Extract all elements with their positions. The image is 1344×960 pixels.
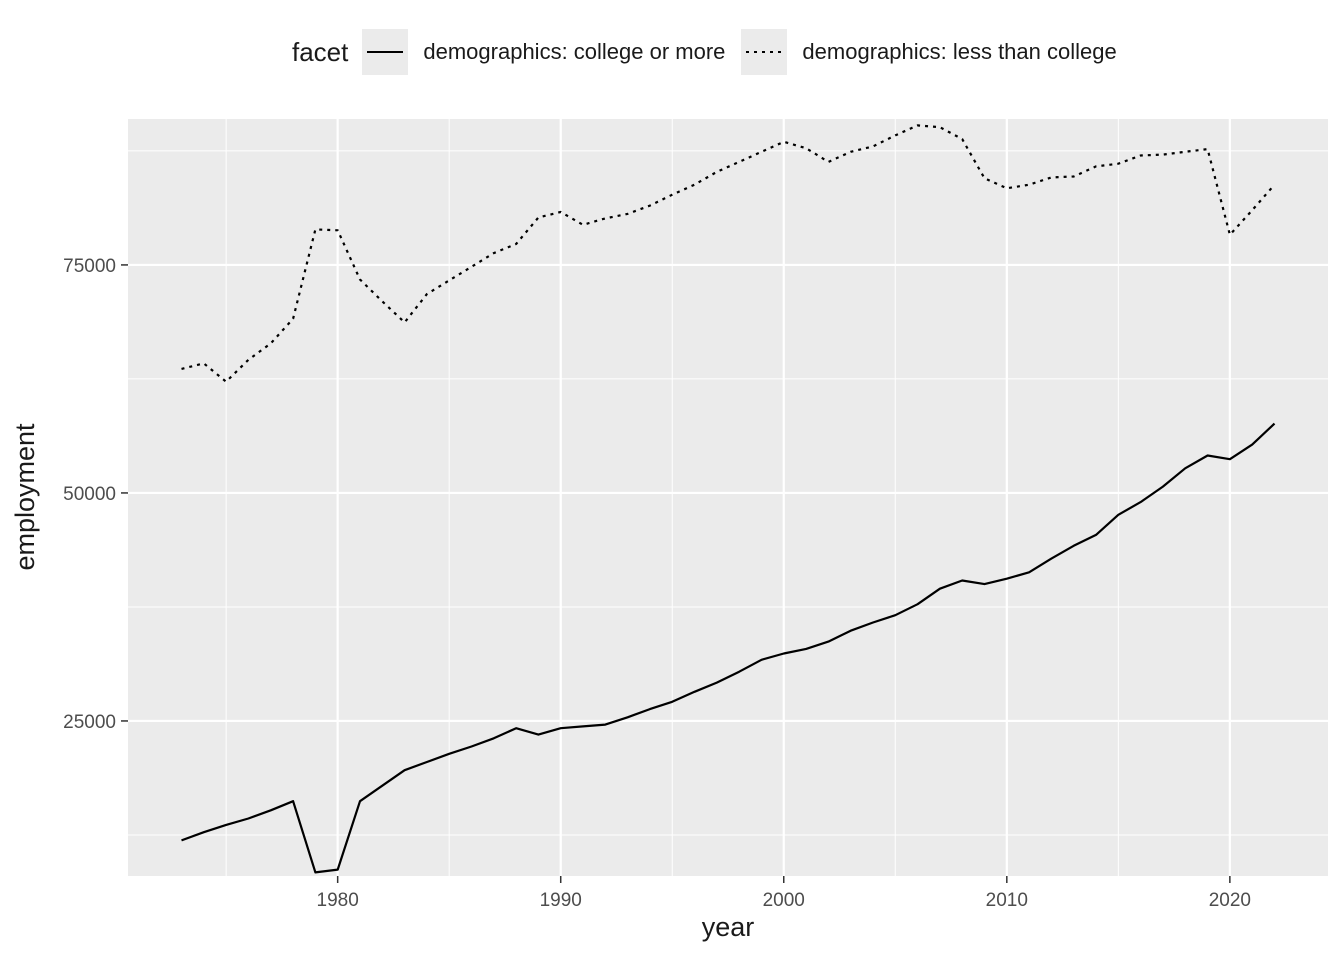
x-tick-label: 1980 — [317, 890, 359, 911]
y-axis: 25000 50000 75000 — [63, 256, 128, 733]
legend-item-college: demographics: college or more — [362, 29, 725, 75]
y-axis-label: employment — [10, 423, 40, 571]
x-tick-label: 2020 — [1209, 890, 1251, 911]
series-line-college-or-more — [181, 422, 1276, 874]
y-tick-label: 75000 — [63, 256, 116, 277]
panel-background — [128, 119, 1328, 876]
legend-key-solid — [362, 29, 409, 75]
y-tick-label: 50000 — [63, 484, 116, 505]
y-tick-label: 25000 — [63, 712, 116, 733]
x-tick-label: 1990 — [540, 890, 582, 911]
x-axis: 1980 1990 2000 2010 2020 — [317, 876, 1251, 911]
plot-panel — [128, 119, 1328, 876]
legend-label-less-than-college: demographics: less than college — [802, 39, 1117, 64]
legend-key-dotted — [741, 29, 788, 75]
legend-title: facet — [292, 36, 349, 67]
legend-item-less-than-college: demographics: less than college — [741, 29, 1117, 75]
series-lines — [181, 124, 1276, 874]
x-tick-label: 2010 — [986, 890, 1028, 911]
series-line-less-than-college — [181, 124, 1276, 383]
x-tick-label: 2000 — [763, 890, 805, 911]
x-axis-label: year — [701, 912, 755, 942]
legend-label-college: demographics: college or more — [423, 39, 726, 64]
legend: facet demographics: college or more demo… — [292, 28, 1133, 76]
